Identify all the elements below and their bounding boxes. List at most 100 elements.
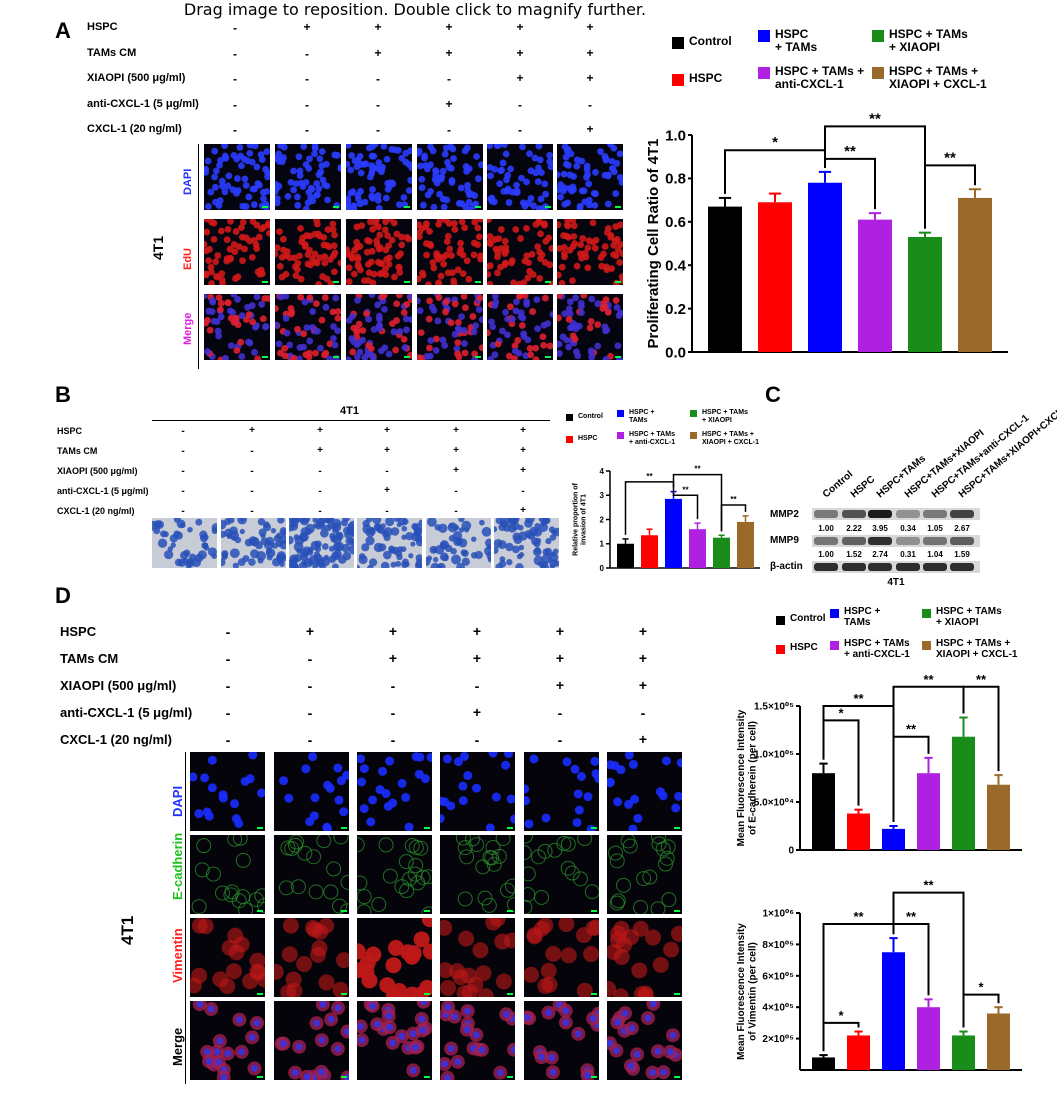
mmp9-band — [868, 537, 892, 545]
mmp2-label: MMP2 — [770, 509, 799, 520]
condition-label: CXCL-1 (20 ng/ml) — [87, 123, 182, 135]
condition-sign: - — [318, 486, 322, 497]
condition-sign: + — [303, 20, 311, 34]
condition-label: XIAOPI (500 μg/ml) — [87, 72, 186, 84]
micrograph-tile — [346, 219, 412, 285]
significance-bracket — [672, 473, 723, 532]
condition-sign: - — [225, 624, 231, 640]
significance-bracket — [962, 993, 1000, 1028]
condition-sign: + — [445, 20, 453, 34]
condition-sign: - — [225, 651, 231, 667]
row-label: Vimentin — [170, 927, 185, 983]
condition-sign: + — [453, 445, 459, 456]
condition-sign: + — [445, 96, 453, 111]
legend-label: HSPC + TAMs + XIAOPI + CXCL-1 — [936, 638, 1018, 660]
mmp2-value: 1.05 — [927, 524, 943, 533]
bar — [665, 498, 682, 568]
micrograph-tile — [487, 144, 553, 210]
condition-sign: + — [555, 650, 565, 666]
condition-label: HSPC — [87, 21, 118, 33]
micrograph-tile — [417, 219, 483, 285]
condition-sign: + — [520, 425, 526, 436]
condition-sign: + — [472, 704, 482, 720]
condition-sign: - — [447, 123, 451, 137]
legend-swatch — [758, 67, 770, 79]
condition-label: XIAOPI (500 μg/ml) — [57, 466, 138, 476]
micrograph-tile — [204, 294, 270, 360]
micrograph-tile — [524, 1001, 599, 1080]
micrograph-tile — [440, 835, 515, 914]
condition-sign: + — [586, 122, 594, 136]
legend-label: HSPC + TAMs + anti-CXCL-1 — [775, 64, 865, 92]
panel-d-cell-line: 4T1 — [118, 915, 137, 945]
significance-label: ** — [730, 495, 737, 504]
panel-c-western-blot: ControlHSPCHSPC+TAMsHSPC+TAMs+XIAOPIHSPC… — [770, 400, 1057, 588]
legend-swatch — [672, 74, 684, 86]
legend-swatch — [690, 410, 697, 417]
mmp9-band — [923, 537, 947, 545]
micrograph-tile — [440, 1001, 515, 1080]
condition-label: TAMs CM — [60, 651, 119, 666]
micrograph-tile — [607, 1001, 682, 1080]
mmp9-band — [842, 537, 866, 545]
micrograph-tile — [440, 752, 515, 831]
lane-label: HSPC+TAMs+XIAOPI+CXCL-1 — [957, 400, 1057, 500]
condition-sign: - — [454, 486, 458, 497]
condition-sign: - — [181, 426, 185, 437]
condition-sign: + — [586, 20, 594, 34]
condition-sign: - — [385, 466, 389, 477]
condition-sign: + — [317, 445, 323, 456]
micrograph-tile — [487, 219, 553, 285]
legend-swatch — [872, 67, 884, 79]
micrograph-tile — [487, 294, 553, 360]
condition-label: XIAOPI (500 μg/ml) — [60, 678, 177, 693]
condition-sign: - — [307, 651, 313, 667]
bar — [917, 773, 940, 850]
condition-sign: + — [249, 425, 255, 436]
condition-sign: - — [305, 97, 309, 112]
condition-sign: + — [555, 623, 565, 639]
mmp2-band — [923, 510, 947, 518]
micrograph-tile — [274, 752, 349, 831]
y-tick-label: 0 — [600, 564, 605, 573]
invasion-micrograph — [426, 518, 491, 568]
panel-b-divider — [152, 420, 550, 421]
bar — [952, 1035, 975, 1070]
mmp9-value: 1.00 — [818, 550, 834, 559]
panel-a-label: A — [55, 18, 71, 43]
legend-label: HSPC + TAMs + anti-CXCL-1 — [629, 431, 676, 446]
condition-sign: + — [453, 465, 459, 476]
micrograph-tile — [274, 835, 349, 914]
mmp2-band — [896, 510, 920, 518]
micrograph-tile — [357, 752, 432, 831]
significance-label: ** — [923, 672, 934, 687]
condition-sign: + — [638, 650, 648, 666]
panel-b-chart: 0 1 2 3 4 Relative proportion ofinvasion of 4… — [572, 465, 760, 573]
condition-label: anti-CXCL-1 (5 μg/ml) — [60, 705, 193, 720]
y-tick-label: 0.6 — [665, 214, 686, 231]
micrograph-tile — [557, 219, 623, 285]
panel-d-label: D — [55, 583, 71, 608]
mmp9-band — [814, 537, 838, 545]
condition-sign: - — [318, 466, 322, 477]
y-axis-label: Mean Fluorescence Intensityof Vimentin (… — [736, 923, 759, 1060]
micrograph-tile — [440, 918, 515, 997]
micrograph-tile — [346, 144, 412, 210]
mmp9-value: 1.52 — [846, 550, 862, 559]
significance-label: ** — [844, 143, 856, 160]
micrograph-tile — [275, 219, 341, 285]
bar — [641, 535, 658, 568]
legend-swatch — [566, 414, 573, 421]
condition-sign: + — [472, 650, 482, 666]
row-label: DAPI — [182, 168, 194, 195]
condition-sign: - — [225, 678, 231, 694]
condition-sign: + — [516, 71, 524, 85]
bar — [882, 828, 905, 850]
condition-sign: - — [250, 466, 254, 477]
condition-sign: - — [250, 446, 254, 457]
micrograph-tile — [204, 219, 270, 285]
bar — [737, 521, 754, 568]
condition-sign: - — [305, 46, 309, 61]
y-tick-label: 2 — [600, 515, 605, 524]
